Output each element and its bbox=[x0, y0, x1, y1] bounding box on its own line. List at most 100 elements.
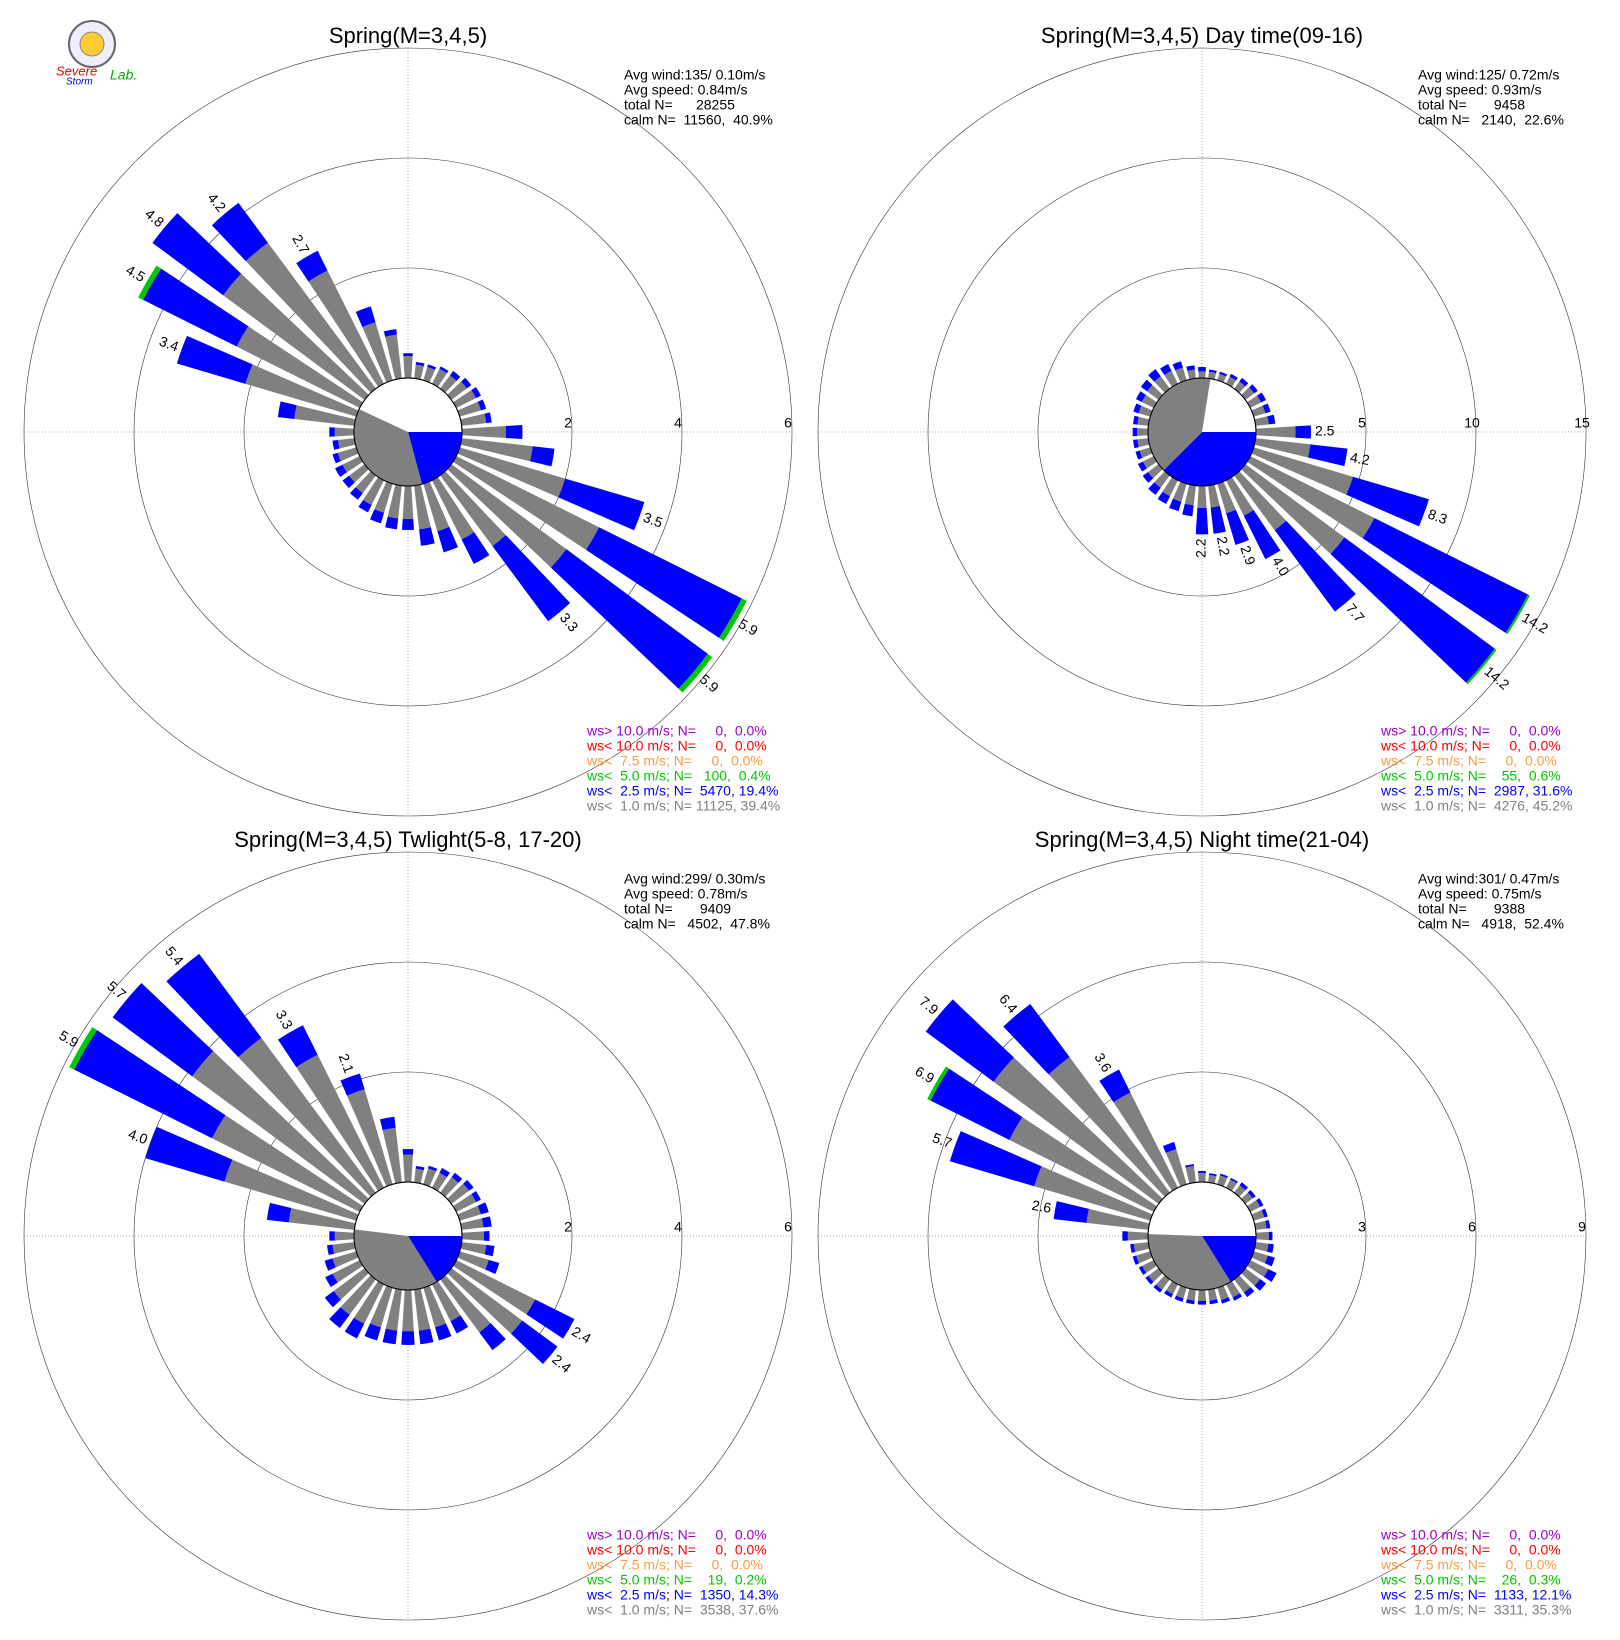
bar-segment bbox=[1147, 464, 1163, 479]
bar-segment bbox=[1265, 1219, 1271, 1229]
calm-sector bbox=[1148, 378, 1211, 471]
bar-segment bbox=[1048, 1057, 1170, 1197]
bar-segment bbox=[1226, 509, 1249, 545]
bar-segment bbox=[1142, 456, 1157, 469]
bar-total-label: 2.9 bbox=[1237, 543, 1259, 567]
bar-segment bbox=[511, 1320, 558, 1365]
bar-segment bbox=[439, 366, 449, 374]
bar-segment bbox=[329, 427, 335, 437]
bar-total-label: 4.8 bbox=[142, 205, 167, 230]
bar-segment bbox=[403, 356, 413, 379]
bar-segment bbox=[112, 983, 214, 1077]
bar-segment bbox=[447, 464, 567, 568]
bar-segment bbox=[427, 364, 437, 370]
legend-entry: ws< 7.5 m/s; N= 0, 0.0% bbox=[586, 753, 763, 769]
grid-ring bbox=[133, 157, 683, 707]
chart-title: Spring(M=3,4,5) Night time(21-04) bbox=[1035, 827, 1369, 852]
calm-outline bbox=[353, 1181, 463, 1291]
stats-text: total N= 28255 bbox=[624, 97, 735, 113]
bar-total-label: 14.2 bbox=[1519, 609, 1551, 637]
bar-segment bbox=[332, 1260, 363, 1283]
bar-total-label: 7.9 bbox=[916, 993, 941, 1018]
bar-segment bbox=[1241, 464, 1345, 554]
grid-ring bbox=[133, 961, 683, 1511]
bar-total-label: 4.2 bbox=[205, 190, 230, 215]
bar-segment bbox=[1169, 498, 1182, 512]
legend-entry: ws< 1.0 m/s; N= 11125, 39.4% bbox=[586, 798, 780, 814]
bar-segment bbox=[337, 438, 356, 449]
bar-segment bbox=[224, 1159, 359, 1221]
legend-entry: ws> 10.0 m/s; N= 0, 0.0% bbox=[1380, 723, 1561, 739]
bar-segment bbox=[479, 1323, 506, 1351]
bar-segment bbox=[1198, 1289, 1206, 1301]
bar-segment bbox=[457, 401, 481, 417]
bar-segment bbox=[1217, 1175, 1228, 1187]
bar-total-label: 7.7 bbox=[1343, 600, 1368, 625]
bar-segment bbox=[1003, 1003, 1070, 1075]
legend-entry: ws< 10.0 m/s; N= 0, 0.0% bbox=[1380, 738, 1561, 754]
bar-segment bbox=[440, 375, 457, 393]
bar-segment bbox=[1254, 438, 1311, 458]
r-tick-label: 9 bbox=[1578, 1219, 1586, 1235]
bar-segment bbox=[332, 1242, 356, 1254]
legend-entry: ws< 2.5 m/s; N= 5470, 19.4% bbox=[586, 783, 778, 799]
bar-segment bbox=[1505, 594, 1530, 635]
r-tick-label: 4 bbox=[674, 415, 682, 431]
bar-segment bbox=[340, 1275, 376, 1315]
bar-total-label: 5.9 bbox=[697, 671, 722, 696]
bar-segment bbox=[245, 242, 376, 393]
bar-segment bbox=[1251, 1251, 1268, 1264]
bar-segment bbox=[1132, 427, 1138, 437]
bar-segment bbox=[1185, 1164, 1195, 1168]
bar-total-label: 4.5 bbox=[123, 261, 148, 285]
bar-segment bbox=[927, 1066, 950, 1101]
bar-segment bbox=[340, 1073, 365, 1096]
bar-segment bbox=[402, 485, 414, 519]
bar-segment bbox=[1254, 1279, 1267, 1291]
bar-segment bbox=[1210, 505, 1226, 534]
bar-segment bbox=[415, 1165, 425, 1171]
logo-text: Lab. bbox=[110, 67, 137, 83]
legend-entry: ws> 10.0 m/s; N= 0, 0.0% bbox=[586, 723, 767, 739]
bar-total-label: 5.7 bbox=[931, 1129, 955, 1151]
bar-segment bbox=[1187, 369, 1196, 380]
calm-sector bbox=[354, 1229, 437, 1290]
bar-segment bbox=[526, 1299, 575, 1339]
bar-segment bbox=[166, 953, 262, 1058]
bar-segment bbox=[678, 653, 713, 693]
logo-emblem-core bbox=[79, 31, 105, 57]
bar-total-label: 3.3 bbox=[557, 609, 582, 634]
bar-segment bbox=[1137, 461, 1147, 472]
r-tick-label: 5 bbox=[1358, 415, 1366, 431]
bar-segment bbox=[1154, 471, 1170, 488]
bar-segment bbox=[1330, 537, 1495, 683]
bar-segment bbox=[1137, 428, 1149, 436]
grid-ring bbox=[243, 267, 573, 597]
bar-segment bbox=[1241, 1268, 1261, 1286]
bar-segment bbox=[1198, 1171, 1206, 1173]
bar-segment bbox=[440, 1275, 491, 1333]
bar-segment bbox=[1217, 481, 1236, 514]
bar-segment bbox=[1274, 520, 1356, 612]
bar-segment bbox=[223, 273, 369, 400]
bar-segment bbox=[138, 265, 162, 300]
bar-segment bbox=[296, 250, 328, 282]
bar-segment bbox=[383, 329, 397, 337]
grid-ring bbox=[817, 851, 1587, 1621]
bar-total-label: 2.2 bbox=[1193, 538, 1209, 558]
bar-segment bbox=[1268, 1231, 1273, 1241]
bar-segment bbox=[358, 499, 372, 513]
logo: Severe Storm Lab. bbox=[56, 20, 137, 88]
bar-segment bbox=[1234, 1275, 1251, 1293]
legend-entry: ws< 5.0 m/s; N= 55, 0.6% bbox=[1380, 768, 1561, 784]
bar-segment bbox=[1184, 484, 1196, 506]
bar-segment bbox=[266, 1202, 292, 1223]
bar-segment bbox=[278, 1025, 318, 1068]
bar-segment bbox=[423, 481, 450, 532]
bar-segment bbox=[212, 1115, 363, 1212]
chart-title: Spring(M=3,4,5) bbox=[329, 23, 487, 48]
bar-segment bbox=[1362, 517, 1528, 634]
bar-segment bbox=[333, 1268, 369, 1300]
bar-segment bbox=[1148, 482, 1161, 495]
